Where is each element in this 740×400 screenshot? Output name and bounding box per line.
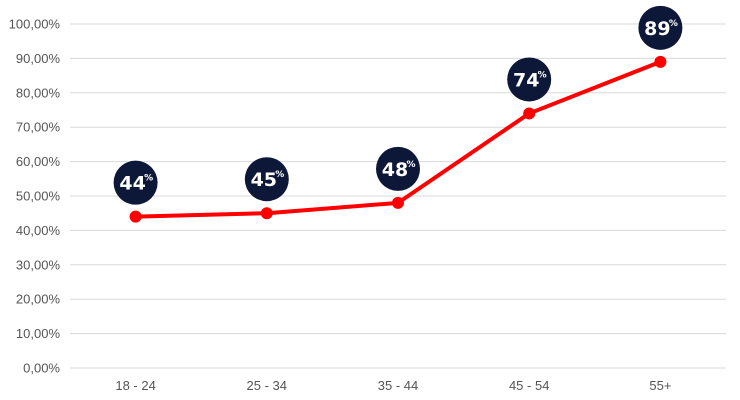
y-tick-label: 100,00% bbox=[9, 17, 61, 32]
y-tick-label: 90,00% bbox=[16, 51, 61, 66]
data-label-percent-sign: % bbox=[144, 174, 153, 184]
x-tick-label: 45 - 54 bbox=[509, 378, 549, 393]
y-tick-label: 50,00% bbox=[16, 189, 61, 204]
series-markers bbox=[129, 55, 667, 223]
data-label-value: 48 bbox=[382, 159, 408, 181]
data-label: 89% bbox=[638, 5, 683, 50]
data-label-value: 74 bbox=[513, 69, 539, 91]
series-line bbox=[133, 59, 663, 219]
data-label: 74% bbox=[507, 57, 552, 102]
y-tick-label: 20,00% bbox=[16, 292, 61, 307]
data-label-bubble bbox=[244, 157, 289, 202]
data-point-marker bbox=[654, 55, 667, 68]
y-tick-label: 10,00% bbox=[16, 326, 61, 341]
data-label-value: 44 bbox=[119, 173, 145, 195]
y-axis-tick-labels: 0,00% 10,00% 20,00% 30,00% 40,00% 50,00% 60,00… bbox=[9, 17, 61, 376]
data-label-percent-sign: % bbox=[538, 70, 547, 80]
data-label-value: 45 bbox=[251, 169, 277, 191]
data-label-bubble bbox=[376, 146, 420, 191]
data-label-bubble bbox=[507, 57, 552, 102]
data-point-marker bbox=[129, 210, 142, 223]
data-label-percent-sign: % bbox=[669, 19, 678, 29]
data-label: 48% bbox=[376, 146, 420, 191]
gridlines bbox=[70, 23, 726, 369]
x-tick-label: 55+ bbox=[649, 378, 671, 393]
y-tick-label: 60,00% bbox=[16, 154, 61, 169]
data-label-bubbles: 44% 45% 48%74%89% bbox=[113, 5, 683, 205]
y-tick-label: 40,00% bbox=[16, 223, 61, 238]
data-label: 44% bbox=[113, 160, 158, 205]
data-point-marker bbox=[523, 107, 536, 120]
x-tick-label: 25 - 34 bbox=[247, 378, 287, 393]
data-label-percent-sign: % bbox=[275, 170, 284, 180]
data-point-marker bbox=[392, 196, 404, 209]
y-tick-label: 80,00% bbox=[16, 85, 61, 100]
y-tick-label: 30,00% bbox=[16, 257, 61, 272]
data-label-value: 89 bbox=[644, 18, 670, 40]
y-tick-label: 0,00% bbox=[23, 361, 60, 376]
data-label-percent-sign: % bbox=[406, 160, 415, 170]
data-label-bubble bbox=[638, 5, 683, 50]
y-tick-label: 70,00% bbox=[16, 120, 61, 135]
x-tick-label: 18 - 24 bbox=[115, 378, 155, 393]
x-tick-label: 35 - 44 bbox=[378, 378, 418, 393]
data-point-marker bbox=[260, 207, 273, 220]
series-line-group bbox=[133, 59, 663, 219]
x-axis-tick-labels: 18 - 24 25 - 34 35 - 44 45 - 54 55+ bbox=[115, 378, 671, 393]
data-label-bubble bbox=[113, 160, 158, 205]
data-label: 45% bbox=[244, 157, 289, 202]
